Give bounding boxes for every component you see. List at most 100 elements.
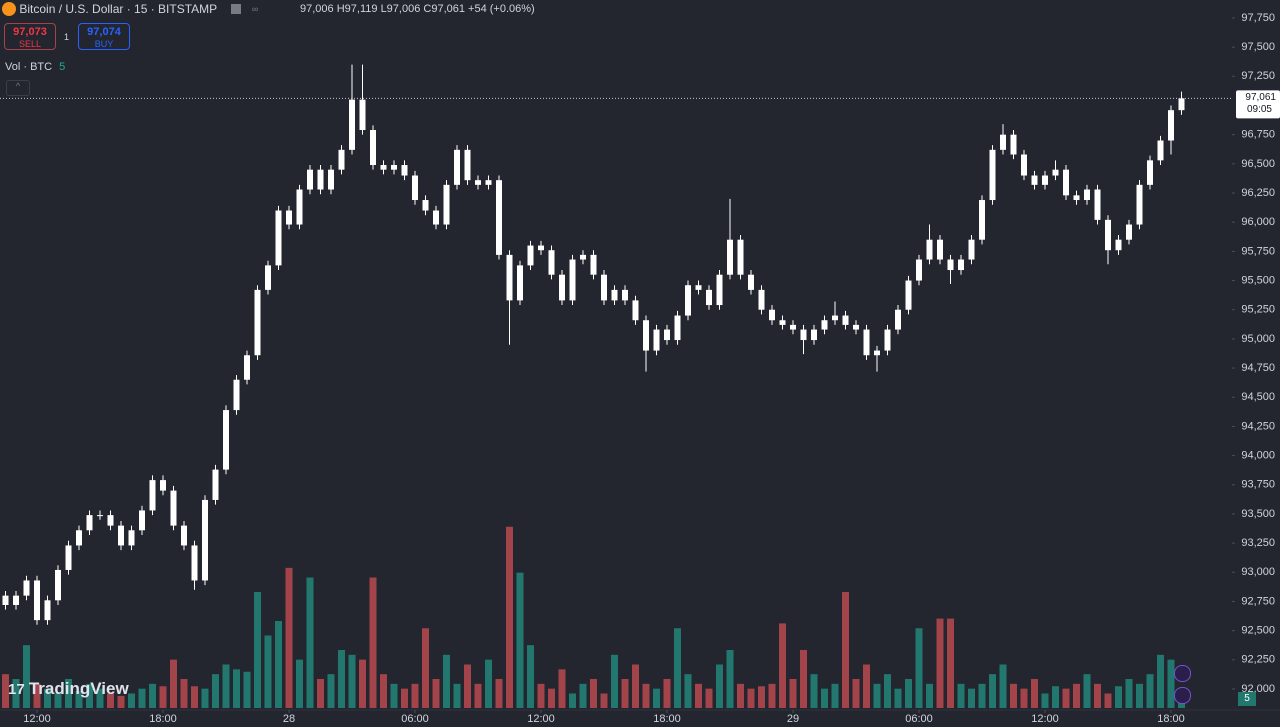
collapse-button[interactable]: ^ bbox=[6, 80, 30, 96]
x-tick-label: 06:00 bbox=[905, 713, 933, 725]
volume-bar bbox=[285, 567, 293, 708]
volume-bar bbox=[2, 674, 9, 708]
candle-body bbox=[2, 595, 9, 605]
volume-bar bbox=[1167, 659, 1175, 708]
candle-body bbox=[359, 99, 366, 131]
candle-body bbox=[485, 180, 492, 185]
volume-bar bbox=[317, 679, 324, 708]
volume-bar bbox=[474, 683, 482, 708]
volume-bar bbox=[600, 693, 608, 708]
candle-body bbox=[674, 315, 681, 341]
candle-body bbox=[559, 274, 565, 301]
candle-body bbox=[422, 200, 429, 211]
btc-icon bbox=[2, 1, 16, 16]
y-tick-label: 96,500 bbox=[1241, 158, 1275, 170]
volume-bar bbox=[705, 688, 713, 708]
volume-bar bbox=[590, 679, 597, 708]
assistant-button[interactable] bbox=[1174, 665, 1191, 682]
volume-bar bbox=[180, 679, 188, 708]
candle-body bbox=[34, 580, 40, 621]
candle-body bbox=[874, 350, 880, 356]
volume-bar bbox=[327, 674, 335, 708]
volume-bar bbox=[128, 693, 135, 708]
volume-bar bbox=[1146, 674, 1154, 708]
alerts-button[interactable] bbox=[1174, 687, 1191, 704]
y-tick-label: 92,500 bbox=[1241, 625, 1275, 637]
volume-bar bbox=[905, 679, 912, 708]
candle-body bbox=[622, 289, 628, 301]
volume-bar bbox=[978, 683, 986, 708]
candle-body bbox=[118, 525, 124, 546]
ohlc-close: C97,061 bbox=[423, 3, 465, 15]
candle-body bbox=[1126, 224, 1132, 240]
candle-body bbox=[149, 480, 156, 511]
candle-body bbox=[370, 130, 376, 166]
logo-mark: 17 bbox=[8, 681, 29, 698]
volume-bar bbox=[621, 679, 629, 708]
candle-body bbox=[937, 239, 943, 260]
volume-bar bbox=[506, 526, 513, 708]
candle-body bbox=[748, 274, 754, 290]
spread: 1 bbox=[64, 32, 70, 42]
candle-body bbox=[905, 280, 912, 310]
volume-bar bbox=[726, 650, 734, 708]
ohlc-low: L97,006 bbox=[380, 3, 421, 15]
volume-bar bbox=[779, 623, 786, 708]
candle-body bbox=[107, 515, 114, 526]
y-tick-label: 93,250 bbox=[1241, 537, 1275, 549]
volume-bar bbox=[1020, 688, 1028, 708]
buy-button[interactable]: 97,074 BUY bbox=[78, 23, 130, 50]
candle-body bbox=[317, 169, 324, 190]
logo: 17 TradingView bbox=[8, 679, 129, 699]
volume-bar bbox=[632, 664, 639, 708]
volume-bar bbox=[674, 628, 681, 708]
candle-body bbox=[401, 165, 408, 176]
volume-bar bbox=[527, 645, 534, 708]
flag-icon[interactable] bbox=[230, 3, 241, 14]
candle-body bbox=[1105, 219, 1111, 251]
candle-body bbox=[1115, 239, 1122, 251]
candle-body bbox=[244, 355, 250, 380]
candle-body bbox=[254, 289, 261, 356]
candle-body bbox=[1147, 160, 1153, 185]
candle-body bbox=[884, 329, 891, 351]
volume-bar bbox=[1052, 686, 1059, 708]
x-tick-label: 12:00 bbox=[1031, 713, 1059, 725]
volume-bar bbox=[1094, 683, 1101, 708]
volume-bar bbox=[1104, 693, 1112, 708]
volume-title: Vol · BTC bbox=[5, 61, 53, 73]
candle-body bbox=[139, 510, 145, 531]
candle-body bbox=[601, 274, 607, 301]
volume-bar bbox=[75, 691, 83, 708]
x-tick-label: 18:00 bbox=[1157, 713, 1185, 725]
candle-body bbox=[1000, 134, 1006, 150]
volume-bar bbox=[338, 650, 345, 708]
volume-bar bbox=[33, 683, 41, 708]
candle-body bbox=[1021, 154, 1027, 176]
candle-body bbox=[1168, 110, 1174, 141]
x-tick-label: 12:00 bbox=[527, 713, 555, 725]
candle-body bbox=[779, 320, 786, 325]
volume-bar bbox=[558, 669, 566, 708]
volume-bar bbox=[191, 686, 198, 708]
candle-body bbox=[737, 239, 744, 275]
candle-body bbox=[653, 329, 660, 351]
ohlc-high: H97,119 bbox=[336, 3, 378, 15]
candle-body bbox=[1031, 175, 1038, 185]
eye-icon[interactable]: ∞ bbox=[251, 4, 259, 14]
volume-bar bbox=[233, 669, 240, 708]
y-tick-label: 97,750 bbox=[1241, 12, 1275, 24]
volume-bar bbox=[243, 671, 251, 708]
price-axis bbox=[1232, 0, 1280, 727]
candle-body bbox=[181, 525, 187, 546]
last-price-box bbox=[1236, 90, 1280, 119]
symbol[interactable]: Bitcoin / U.S. Dollar · 15 · BITSTAMP bbox=[19, 1, 218, 16]
sell-button[interactable]: 97,073 SELL bbox=[4, 23, 56, 50]
volume-bar bbox=[747, 688, 755, 708]
y-tick-label: 96,000 bbox=[1241, 216, 1275, 228]
volume-bar bbox=[863, 664, 870, 708]
volume-bar bbox=[1062, 688, 1070, 708]
volume-bar bbox=[380, 674, 387, 708]
volume-bar bbox=[653, 688, 660, 708]
volume-bar bbox=[789, 679, 797, 708]
